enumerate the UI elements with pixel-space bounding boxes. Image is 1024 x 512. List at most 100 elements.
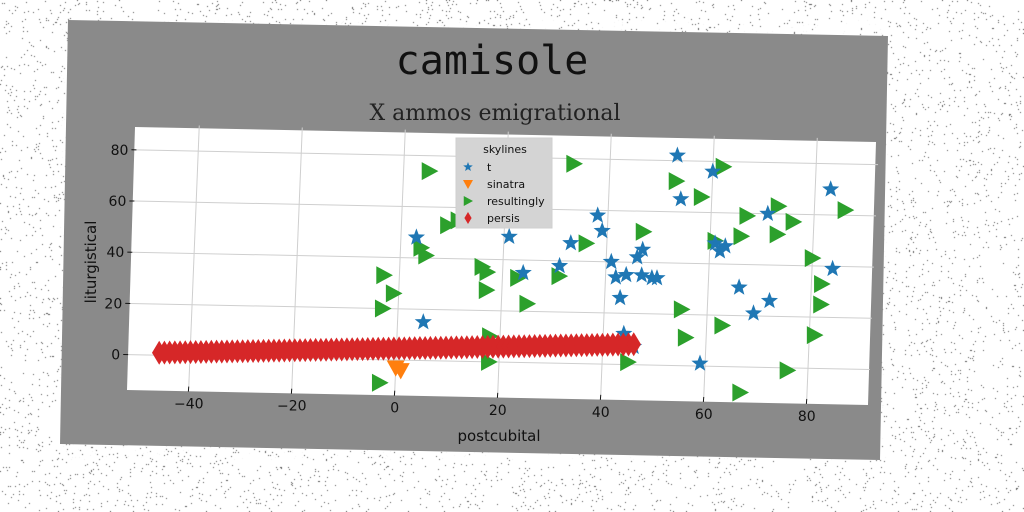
point-t — [634, 240, 652, 257]
point-resultingly — [806, 326, 824, 345]
point-t — [407, 228, 425, 245]
x-tick-label: −20 — [277, 399, 307, 415]
point-t — [730, 278, 748, 295]
point-t — [551, 256, 569, 274]
point-t — [759, 204, 777, 221]
x-tick-label: 60 — [695, 407, 713, 423]
y-grid-line — [130, 302, 872, 319]
point-t — [822, 180, 840, 197]
x-tick-label: −40 — [174, 397, 204, 413]
x-grid-line — [703, 135, 715, 397]
point-resultingly — [779, 361, 797, 380]
point-resultingly — [715, 157, 733, 176]
x-tick-label: 0 — [390, 401, 399, 417]
point-t — [615, 324, 633, 342]
point-resultingly — [510, 268, 527, 287]
y-tick-label: 40 — [106, 245, 124, 261]
series-persis — [152, 332, 641, 365]
point-resultingly — [733, 227, 751, 246]
point-t — [514, 263, 532, 281]
point-t — [745, 304, 763, 321]
point-t — [691, 354, 709, 371]
point-resultingly — [519, 294, 537, 313]
point-t — [602, 252, 620, 270]
point-t — [617, 265, 635, 283]
point-resultingly — [668, 172, 686, 191]
point-resultingly — [813, 295, 830, 314]
point-resultingly — [714, 316, 732, 335]
legend-label-sinatra: sinatra — [487, 178, 525, 191]
point-t — [648, 269, 666, 286]
chart-title: camisole — [396, 38, 589, 84]
point-resultingly — [479, 263, 497, 282]
legend: skylines t sinatra resultingly persis — [455, 137, 553, 229]
point-resultingly — [371, 373, 389, 392]
point-resultingly — [374, 299, 392, 318]
point-resultingly — [421, 162, 439, 181]
point-resultingly — [814, 274, 831, 293]
legend-label-persis: persis — [487, 212, 520, 225]
y-axis-label: liturgistical — [82, 221, 100, 304]
data-marks — [152, 146, 855, 402]
point-t — [711, 242, 729, 259]
point-resultingly — [635, 222, 653, 241]
point-t — [589, 206, 607, 223]
point-resultingly — [785, 212, 803, 231]
x-tick-label: 80 — [798, 409, 816, 425]
point-t — [633, 266, 651, 283]
x-axis-label: postcubital — [457, 427, 540, 445]
series-resultingly — [371, 154, 855, 402]
chart-subtitle: X ammos emigrational — [369, 101, 620, 126]
point-resultingly — [620, 353, 637, 372]
point-resultingly — [418, 246, 435, 265]
point-t — [562, 234, 580, 251]
legend-marker-persis — [464, 212, 472, 224]
point-t — [824, 259, 842, 277]
y-tick-label: 80 — [111, 143, 129, 159]
point-resultingly — [413, 238, 431, 257]
y-tick-label: 60 — [109, 194, 127, 210]
legend-label-resultingly: resultingly — [487, 195, 545, 208]
x-tick-label: 20 — [489, 403, 507, 419]
point-resultingly — [376, 266, 393, 285]
point-t — [760, 291, 778, 309]
legend-marker-resultingly — [463, 196, 473, 206]
point-resultingly — [837, 201, 855, 220]
point-t — [706, 234, 724, 251]
legend-marker-sinatra — [463, 180, 473, 189]
point-resultingly — [732, 383, 750, 402]
plot-area: −40 −20 0 20 40 60 80 0 20 40 60 80 — [104, 125, 879, 425]
point-resultingly — [578, 234, 596, 253]
point-resultingly — [769, 225, 787, 244]
legend-label-t: t — [487, 161, 492, 174]
point-t — [672, 190, 690, 207]
point-t — [716, 237, 734, 254]
point-resultingly — [385, 284, 403, 303]
point-resultingly — [478, 281, 496, 300]
point-t — [668, 146, 686, 163]
point-t — [414, 313, 432, 330]
point-resultingly — [804, 249, 822, 268]
legend-marker-t — [463, 162, 473, 171]
y-tick-label: 0 — [111, 348, 120, 364]
point-sinatra — [391, 363, 410, 380]
axis-ticks: −40 −20 0 20 40 60 80 0 20 40 60 80 — [104, 143, 815, 425]
point-resultingly — [739, 206, 757, 225]
point-t — [704, 162, 722, 179]
point-resultingly — [770, 197, 788, 216]
series-sinatra — [386, 360, 410, 380]
point-t — [500, 227, 518, 244]
legend-title: skylines — [483, 143, 527, 156]
point-persis — [626, 332, 641, 357]
point-t — [628, 248, 646, 265]
legend-box — [455, 137, 553, 229]
point-resultingly — [481, 352, 498, 371]
x-grid-line — [806, 137, 818, 399]
point-resultingly — [677, 328, 695, 347]
point-t — [593, 221, 611, 239]
point-resultingly — [693, 188, 711, 207]
y-tick-label: 20 — [104, 296, 122, 312]
point-resultingly — [566, 154, 583, 173]
point-t — [611, 288, 629, 306]
